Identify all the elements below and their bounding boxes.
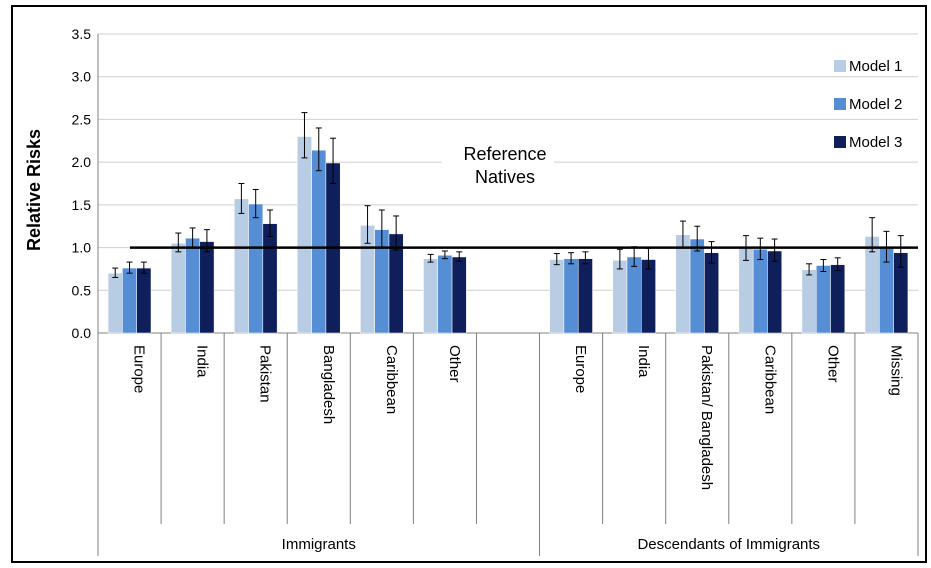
reference-label-line2: Natives [475, 167, 535, 187]
bar [801, 269, 817, 334]
y-tick-label: 0.0 [72, 325, 92, 341]
error-bar [140, 261, 147, 274]
error-bar [708, 241, 715, 264]
reference-label-bg [442, 142, 554, 188]
legend-swatch [834, 136, 846, 148]
x-tick-label: Pakistan [257, 345, 274, 403]
bar [675, 234, 691, 334]
y-tick-label: 2.0 [72, 154, 92, 170]
y-tick-label: 3.5 [72, 26, 92, 42]
error-bar [315, 127, 322, 172]
bar [136, 267, 152, 334]
bars [107, 136, 909, 334]
bar [815, 265, 831, 334]
bar [612, 260, 628, 334]
error-bar [126, 261, 133, 274]
bar [107, 272, 123, 334]
bar [423, 258, 439, 334]
x-tick-label: Bangladesh [320, 345, 337, 424]
y-tick-label: 2.5 [72, 111, 92, 127]
legend-swatch [834, 60, 846, 72]
legend-item: Model 3 [834, 134, 902, 151]
x-tick-label: Missing [887, 345, 904, 396]
bar [122, 267, 137, 334]
error-bar [757, 237, 764, 261]
bar [641, 259, 656, 334]
x-tick-label: Caribbean [761, 345, 778, 414]
x-tick-label: India [194, 345, 211, 378]
error-bar [441, 250, 448, 260]
error-bar [427, 253, 434, 263]
x-tick-label: Other [446, 345, 463, 383]
legend-item: Model 2 [834, 96, 902, 113]
x-tick-label: India [635, 345, 652, 378]
y-tick-label: 1.5 [72, 197, 92, 213]
legend-label: Model 2 [849, 96, 902, 113]
x-axis: Europe India Pakistan Bangladesh Caribbean Ot… [97, 333, 919, 556]
x-group-label: Descendants of Immigrants [637, 536, 820, 553]
bar [549, 259, 565, 334]
y-tick-label: 3.0 [72, 69, 92, 85]
bar [451, 256, 467, 334]
x-tick-label: Caribbean [383, 345, 400, 414]
legend: Model 1 Model 2 Model 3 [834, 58, 902, 151]
bar [704, 252, 719, 334]
x-tick-label: Europe [131, 345, 148, 393]
chart-frame [11, 5, 927, 563]
error-bar [301, 112, 308, 159]
bar [311, 149, 327, 334]
error-bar [364, 205, 371, 244]
error-bar [252, 188, 259, 219]
legend-label: Model 3 [849, 134, 902, 151]
reference-label-line1: Reference [463, 144, 546, 164]
x-tick-label: Other [824, 345, 841, 383]
bar [262, 223, 278, 334]
legend-swatch [834, 98, 846, 110]
error-bar [582, 251, 589, 265]
bar [185, 237, 201, 334]
bar [233, 198, 249, 334]
error-bar [616, 248, 623, 270]
error-bar [834, 257, 841, 272]
bar [830, 264, 846, 334]
bar [577, 258, 593, 334]
bar [767, 250, 783, 334]
x-tick-label: Europe [572, 345, 589, 393]
error-bar [897, 235, 904, 268]
bar [738, 248, 754, 334]
error-bar [238, 183, 245, 214]
legend-label: Model 1 [849, 58, 902, 75]
y-axis: 0.0 0.5 1.0 1.5 2.0 2.5 3.0 3.5 [72, 26, 99, 341]
bar [297, 136, 312, 334]
x-tick-label: Pakistan/ Bangladesh [698, 345, 715, 490]
y-tick-label: 0.5 [72, 282, 92, 298]
y-tick-label: 1.0 [72, 240, 92, 256]
bar [689, 238, 705, 334]
error-bar [330, 137, 337, 184]
bar [199, 241, 215, 334]
error-bar [553, 253, 560, 266]
error-bar [869, 217, 876, 253]
error-bar [393, 215, 400, 251]
bar [248, 203, 264, 334]
error-bar [806, 263, 813, 276]
bar [626, 256, 642, 334]
error-bar [266, 209, 273, 237]
x-group-label: Immigrants [282, 536, 356, 553]
error-bar [820, 259, 827, 272]
y-axis-label: Relative Risks [24, 129, 44, 251]
error-bar [771, 238, 778, 262]
bar [437, 255, 453, 334]
error-bar [456, 251, 463, 262]
error-bars [112, 112, 904, 278]
error-bar [112, 267, 119, 278]
bar [170, 243, 186, 334]
error-bar [568, 252, 575, 265]
bar [563, 258, 579, 334]
legend-item: Model 1 [834, 58, 902, 75]
bar [752, 249, 768, 334]
